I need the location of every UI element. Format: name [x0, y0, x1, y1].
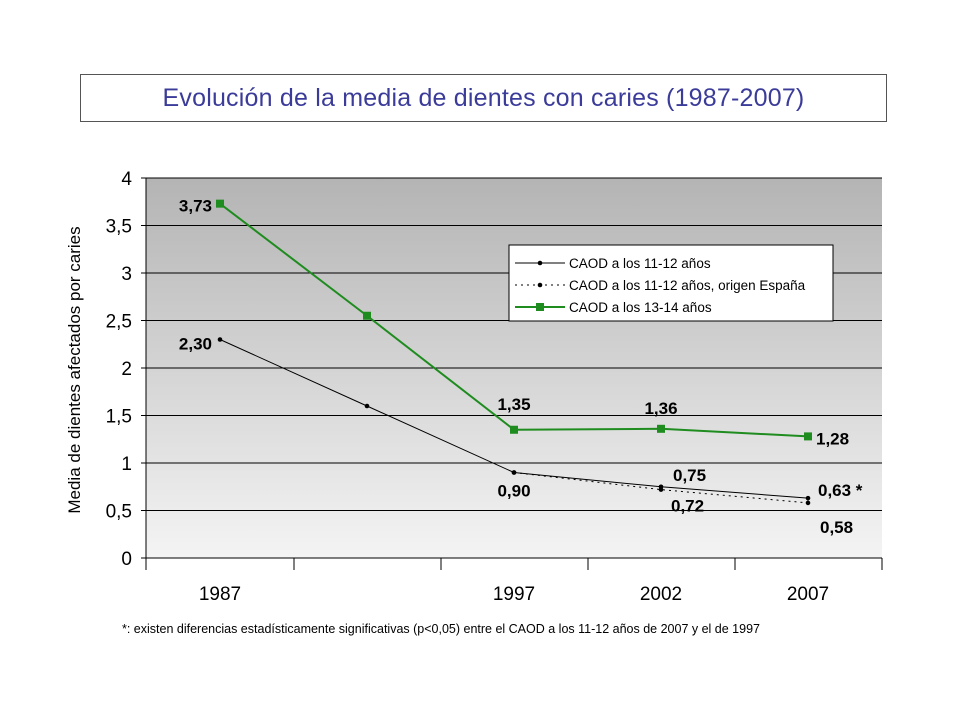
y-tick-label: 0 [121, 549, 132, 570]
data-point [510, 425, 518, 434]
data-label: 1,35 [497, 395, 530, 414]
footnote: *: existen diferencias estadísticamente … [122, 622, 760, 636]
x-tick-label: 1997 [493, 584, 535, 605]
x-tick-label: 2002 [640, 584, 682, 605]
y-tick-label: 2,5 [106, 312, 132, 333]
legend-swatch-marker [536, 303, 544, 311]
legend-swatch-marker [537, 282, 543, 288]
chart-title: Evolución de la media de dientes con car… [162, 83, 805, 112]
y-axis-label: Media de dientes afectados por caries [65, 226, 84, 513]
legend-label: CAOD a los 11-12 años [569, 256, 711, 271]
data-label: 0,63 * [818, 481, 863, 500]
y-tick-label: 3 [121, 264, 132, 285]
data-point [805, 495, 811, 501]
data-label: 2,30 [179, 335, 212, 354]
data-point [804, 432, 812, 441]
data-point [805, 500, 811, 506]
data-point [364, 403, 370, 409]
legend-swatch-marker [537, 260, 543, 266]
data-label: 0,75 [673, 466, 706, 485]
chart-title-box: Evolución de la media de dientes con car… [80, 74, 887, 122]
data-point [216, 199, 224, 208]
data-point [658, 487, 664, 492]
data-label: 1,36 [644, 399, 677, 418]
legend [508, 244, 834, 322]
series-line-1 [513, 472, 809, 504]
legend-label: CAOD a los 11-12 años, origen España [569, 278, 806, 293]
data-point [363, 311, 371, 320]
data-label: 1,28 [816, 429, 849, 448]
data-point [217, 337, 223, 342]
x-tick-label: 1987 [199, 584, 241, 605]
y-tick-label: 1,5 [106, 407, 132, 428]
y-tick-label: 4 [121, 169, 132, 190]
data-label: 3,73 [179, 197, 212, 216]
data-point [657, 424, 665, 433]
y-tick-label: 2 [121, 359, 132, 380]
data-label: 0,90 [497, 482, 530, 501]
data-label: 0,58 [820, 518, 853, 537]
data-label: 0,72 [671, 497, 704, 516]
y-tick-label: 0,5 [106, 502, 132, 523]
y-tick-label: 3,5 [106, 217, 132, 238]
x-tick-label: 2007 [787, 584, 829, 605]
data-point [511, 470, 517, 475]
y-tick-label: 1 [121, 454, 132, 475]
legend-label: CAOD a los 13-14 años [569, 300, 712, 315]
